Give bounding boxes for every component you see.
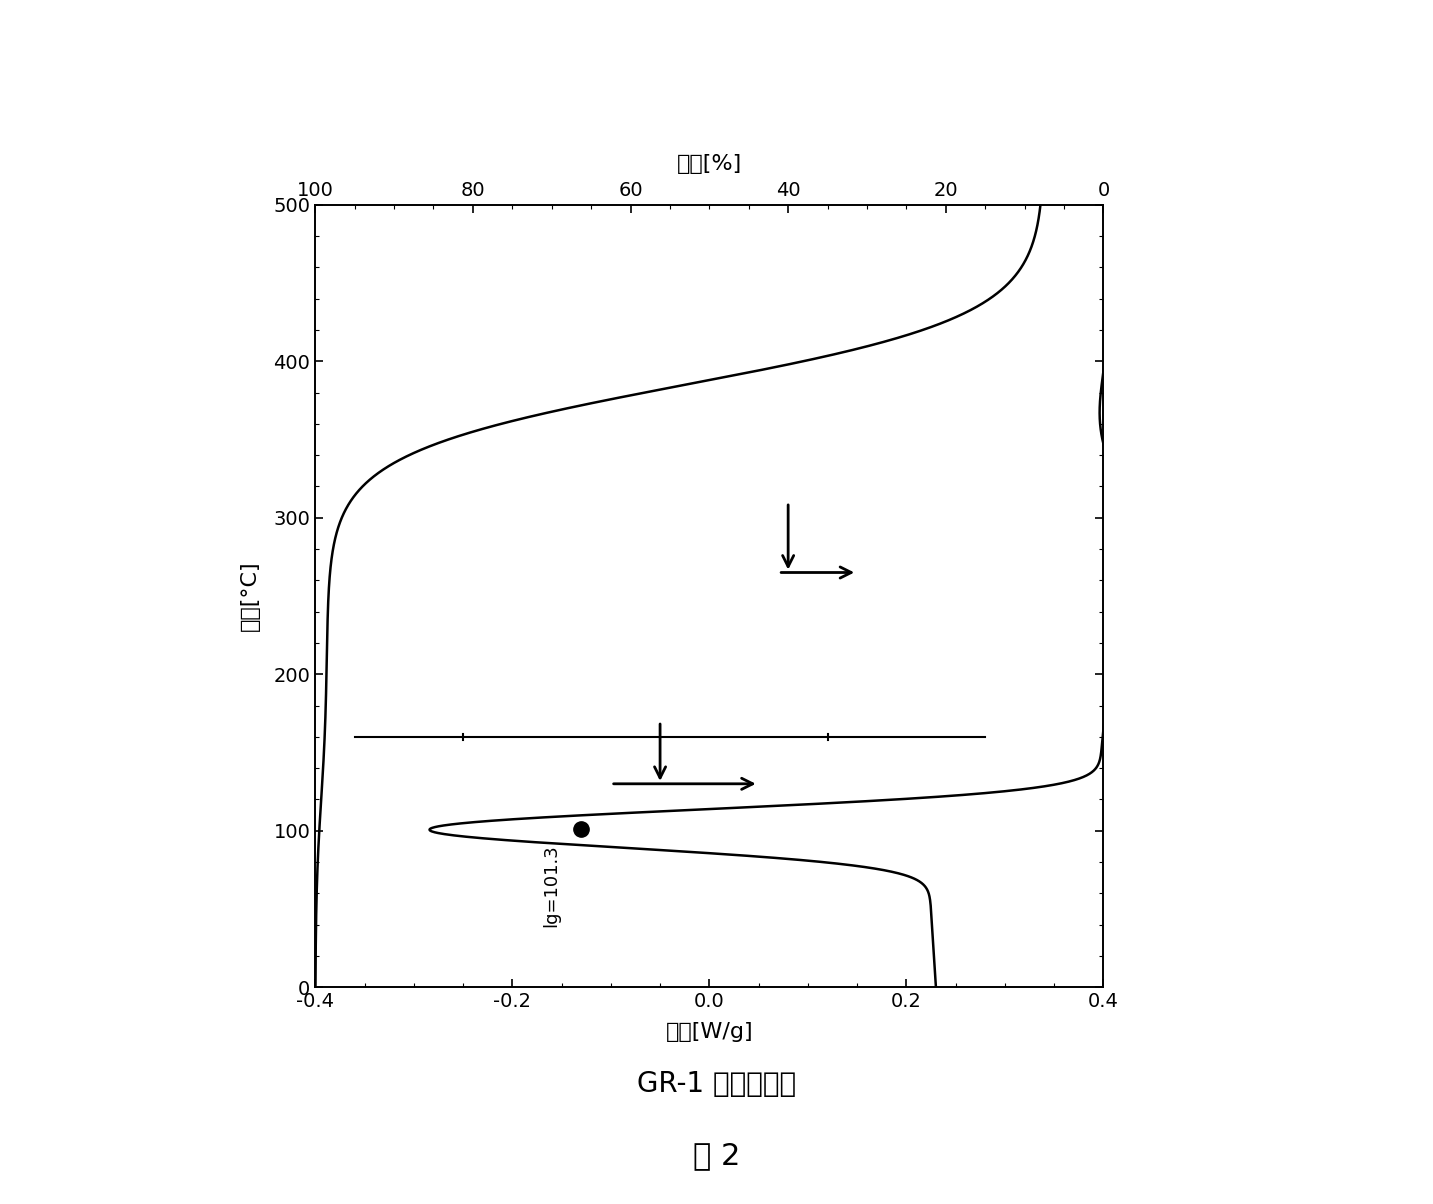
Y-axis label: 温度[°C]: 温度[°C] bbox=[239, 561, 259, 631]
Text: GR-1 的热学性质: GR-1 的热学性质 bbox=[636, 1069, 797, 1098]
Text: 图 2: 图 2 bbox=[692, 1141, 741, 1170]
X-axis label: 热流[W/g]: 热流[W/g] bbox=[665, 1022, 754, 1043]
Text: lg=101.3: lg=101.3 bbox=[542, 844, 560, 927]
X-axis label: 重量[%]: 重量[%] bbox=[676, 154, 742, 173]
